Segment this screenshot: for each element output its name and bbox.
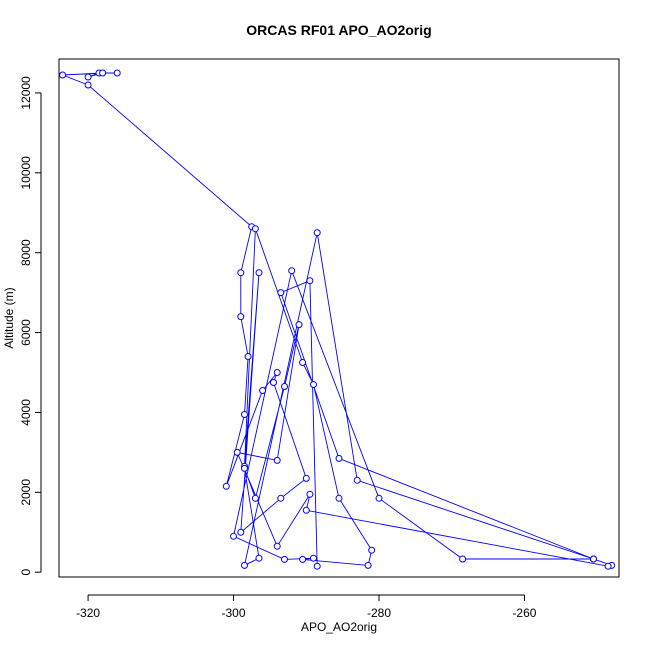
data-point	[237, 269, 245, 277]
data-point	[273, 369, 281, 376]
plot-frame	[58, 58, 620, 578]
data-point	[288, 267, 296, 275]
series-line	[62, 72, 614, 567]
data-point	[270, 379, 277, 386]
data-point	[277, 494, 285, 502]
x-axis-label: APO_AO2orig	[301, 620, 377, 634]
data-point	[259, 387, 267, 394]
data-point	[306, 277, 314, 285]
data-point	[295, 321, 303, 329]
data-point	[604, 562, 612, 570]
x-tick-label: -280	[367, 606, 391, 620]
data-point	[251, 225, 259, 233]
data-point	[273, 456, 281, 464]
y-axis: 0 2000 4000 6000 8000 10000 12000	[19, 76, 42, 576]
x-tick-label: -320	[76, 606, 100, 620]
data-point	[302, 474, 310, 482]
data-point	[299, 555, 307, 563]
data-point	[459, 555, 467, 563]
data-point	[590, 555, 597, 563]
data-point	[281, 383, 288, 390]
data-point	[299, 359, 307, 366]
data-point	[277, 289, 285, 297]
y-axis-label: Altitude (m)	[2, 287, 16, 348]
y-tick-label: 0	[19, 569, 33, 576]
data-point	[241, 464, 248, 472]
data-point	[335, 494, 343, 502]
data-point	[99, 69, 107, 77]
y-tick-label: 8000	[19, 239, 33, 266]
data-point	[364, 561, 372, 569]
data-point	[222, 482, 230, 490]
data-point	[353, 476, 361, 484]
data-layer	[59, 69, 616, 570]
data-point	[59, 71, 67, 79]
data-point	[241, 561, 248, 569]
x-tick-label: -260	[512, 606, 536, 620]
y-tick-label: 2000	[19, 479, 33, 506]
data-point	[244, 353, 252, 360]
data-point	[237, 528, 245, 536]
data-point	[375, 494, 383, 502]
data-point	[84, 81, 92, 89]
data-point	[113, 69, 121, 77]
data-point	[281, 555, 288, 563]
chart-title: ORCAS RF01 APO_AO2orig	[246, 22, 431, 38]
data-point	[255, 269, 263, 277]
data-point	[230, 532, 237, 540]
x-tick-label: -300	[222, 606, 246, 620]
data-point	[233, 448, 241, 456]
data-point	[251, 494, 259, 502]
data-point	[368, 546, 376, 554]
data-point	[310, 381, 317, 388]
y-tick-label: 10000	[19, 156, 33, 190]
data-point	[273, 542, 281, 550]
data-point	[310, 554, 317, 562]
data-point	[255, 554, 263, 562]
y-tick-label: 4000	[19, 399, 33, 426]
data-point	[237, 313, 245, 321]
data-point	[302, 506, 310, 514]
y-tick-label: 6000	[19, 319, 33, 346]
data-point	[313, 229, 321, 237]
data-point	[306, 490, 314, 498]
data-point	[313, 562, 321, 570]
data-point	[241, 411, 248, 418]
x-axis: -320 -300 -280 -260	[76, 594, 537, 620]
data-point	[84, 73, 92, 81]
data-point	[335, 454, 343, 462]
y-tick-label: 12000	[19, 76, 33, 110]
